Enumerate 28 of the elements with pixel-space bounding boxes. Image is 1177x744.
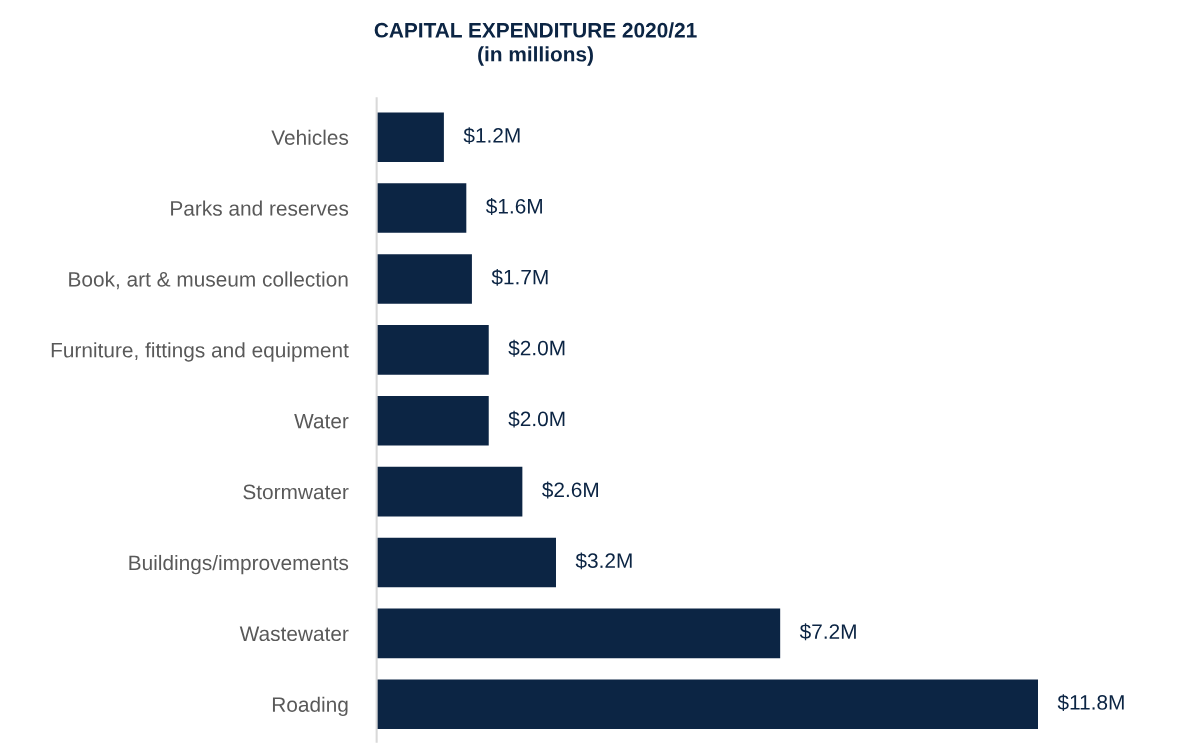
data-label: $2.0M xyxy=(508,339,565,357)
data-label: $1.2M xyxy=(463,127,520,145)
data-label: $3.2M xyxy=(575,552,632,570)
y-tick-label: Buildings/improvements xyxy=(129,554,349,575)
data-label: $11.8M xyxy=(1057,694,1124,712)
y-tick-label: Water xyxy=(294,413,349,429)
data-label: $2.6M xyxy=(542,481,598,499)
y-tick-label: Vehicles xyxy=(271,129,349,145)
bar xyxy=(376,466,523,517)
data-label: $1.7M xyxy=(491,268,548,286)
bar xyxy=(376,325,489,375)
y-tick-label: Wastewater xyxy=(239,626,349,642)
y-tick-label: Furniture, fittings and equipment xyxy=(51,342,349,362)
bar xyxy=(376,537,556,588)
y-tick-label: Roading xyxy=(272,696,348,717)
bar xyxy=(376,679,1038,730)
data-label: $7.2M xyxy=(799,623,856,641)
data-label: $2.0M xyxy=(508,410,565,428)
bar xyxy=(376,254,472,304)
bar xyxy=(376,183,467,233)
y-tick-label: Parks and reserves xyxy=(171,200,349,216)
bar xyxy=(376,608,781,659)
bar xyxy=(376,112,444,162)
bar xyxy=(376,395,489,446)
data-label: $1.6M xyxy=(485,198,542,215)
y-tick-label: Stormwater xyxy=(243,484,349,500)
y-tick-label: Book, art & museum collection xyxy=(69,271,348,290)
chart-title: CAPITAL EXPENDITURE 2020/21 (in millions) xyxy=(374,22,697,66)
